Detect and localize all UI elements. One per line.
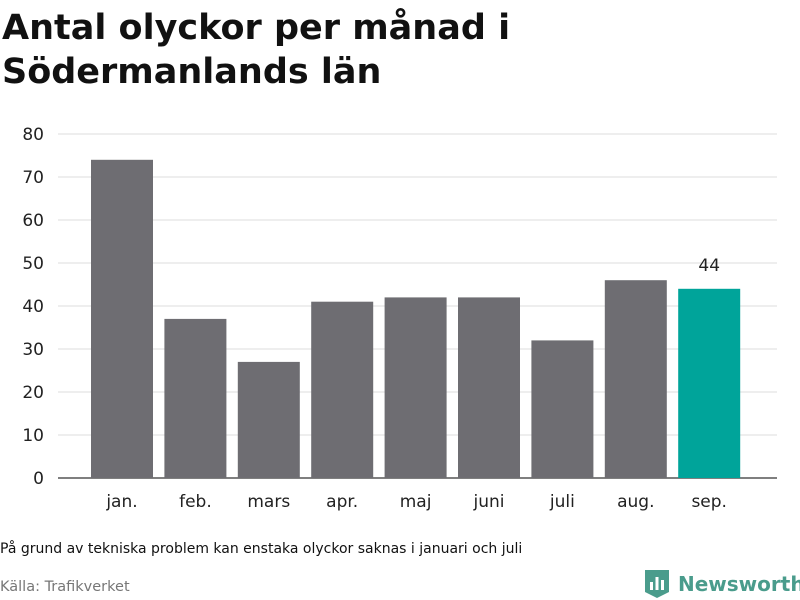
x-tick-label: apr. <box>326 492 358 512</box>
x-tick-label: aug. <box>617 492 654 512</box>
newsworthy-logo: Newsworthy <box>645 568 800 600</box>
y-tick-label: 20 <box>22 383 44 403</box>
x-tick-label: juni <box>473 492 505 512</box>
bar-jan <box>91 159 153 479</box>
y-tick-label: 60 <box>22 211 44 231</box>
bar-juni <box>458 297 520 478</box>
footnote: På grund av tekniska problem kan enstaka… <box>0 541 523 557</box>
data-labels: 44 <box>698 256 720 276</box>
x-tick-label: juli <box>549 492 575 512</box>
x-tick-label: jan. <box>105 492 137 512</box>
y-axis-ticks: 0 10 20 30 40 50 60 70 80 <box>22 125 44 489</box>
y-tick-label: 70 <box>22 168 44 188</box>
x-tick-label: feb. <box>179 492 212 512</box>
brand-name: Newsworthy <box>678 572 800 596</box>
x-tick-label: mars <box>247 492 290 512</box>
data-label: 44 <box>698 256 720 276</box>
x-tick-label: maj <box>400 492 432 512</box>
bar-aug <box>604 280 667 478</box>
y-tick-label: 10 <box>22 426 44 446</box>
bar-juli <box>531 340 594 478</box>
bar-apr <box>311 301 374 478</box>
y-tick-label: 40 <box>22 297 44 317</box>
y-tick-label: 30 <box>22 340 44 360</box>
bar-chart: 0 10 20 30 40 50 60 70 80 jan. feb. mars apr. maj jun… <box>22 125 777 512</box>
chart-title: Antal olyckor per månad i Södermanlands … <box>2 8 511 92</box>
y-tick-label: 0 <box>33 469 44 489</box>
x-axis-ticks: jan. feb. mars apr. maj juni juli aug. sep. <box>105 492 727 512</box>
y-tick-label: 80 <box>22 125 44 145</box>
bar-mars <box>237 361 300 478</box>
x-tick-label: sep. <box>691 492 727 512</box>
bar-maj <box>384 297 447 478</box>
bars <box>91 159 741 479</box>
bar-chart-logo-icon <box>645 570 669 598</box>
y-tick-label: 50 <box>22 254 44 274</box>
bar-sep <box>678 288 741 478</box>
bar-feb <box>164 318 227 478</box>
source-text: Källa: Trafikverket <box>0 579 130 595</box>
